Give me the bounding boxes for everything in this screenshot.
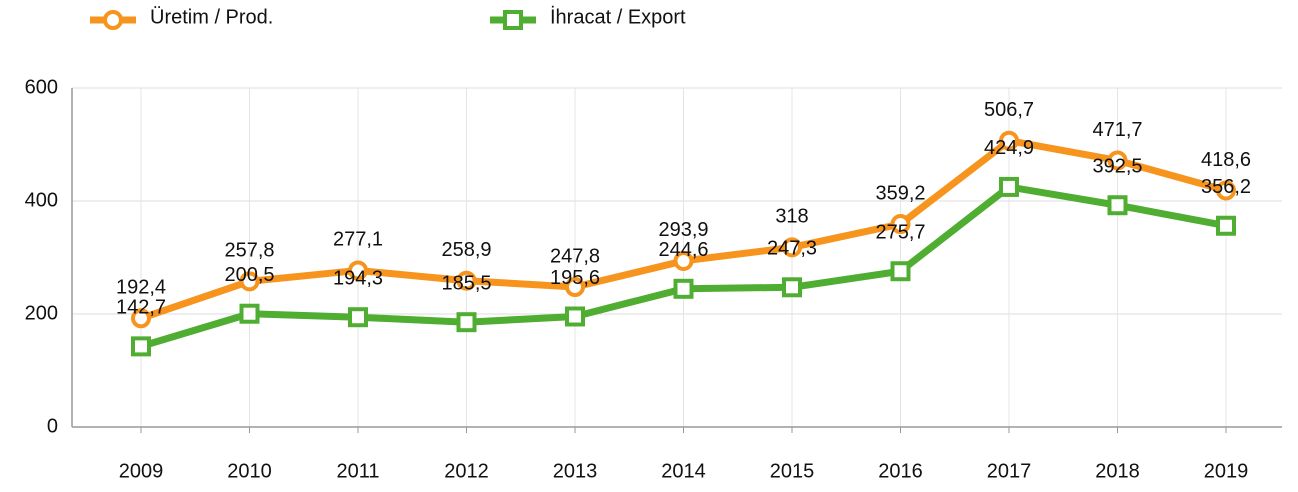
x-tick-label: 2011 (336, 460, 379, 482)
point-marker (1216, 180, 1236, 201)
x-tick-label: 2009 (119, 460, 164, 482)
point-marker (673, 250, 694, 271)
data-label: 424,9 (984, 137, 1034, 159)
data-label: 244,6 (658, 239, 708, 261)
data-label: 200,5 (224, 264, 274, 286)
point-marker (239, 271, 260, 292)
point-marker (131, 308, 151, 329)
legend-marker (103, 10, 123, 30)
x-tick-label: 2015 (770, 460, 815, 482)
data-label: 471,7 (1092, 119, 1142, 141)
data-label: 258,9 (441, 239, 491, 261)
x-tick-label: 2016 (878, 460, 923, 482)
y-tick-label: 0 (47, 415, 58, 437)
data-label: 247,8 (550, 245, 600, 267)
y-tick-label: 600 (25, 76, 58, 98)
data-label: 194,3 (333, 268, 383, 290)
point-marker (348, 307, 368, 328)
legend-label: Üretim / Prod. (150, 6, 273, 28)
point-marker (456, 312, 477, 333)
point-marker (1107, 150, 1128, 171)
data-label: 247,3 (767, 238, 817, 260)
point-marker (348, 260, 368, 281)
x-tick-label: 2013 (553, 460, 598, 482)
point-marker (131, 336, 151, 357)
data-label: 359,2 (875, 182, 925, 204)
legend-marker (503, 10, 523, 30)
point-marker (999, 176, 1019, 197)
data-label: 142,7 (116, 297, 166, 319)
x-tick-label: 2018 (1095, 460, 1140, 482)
point-marker (565, 276, 585, 297)
data-label: 257,8 (224, 240, 274, 262)
data-label: 275,7 (875, 222, 925, 244)
data-label: 356,2 (1201, 176, 1251, 198)
x-tick-label: 2019 (1204, 460, 1249, 482)
y-tick-label: 400 (25, 189, 58, 211)
data-label: 392,5 (1092, 156, 1142, 178)
x-tick-label: 2010 (227, 460, 272, 482)
point-marker (673, 278, 694, 299)
data-label: 418,6 (1201, 149, 1251, 171)
point-marker (999, 130, 1019, 151)
y-tick-label: 200 (25, 302, 58, 324)
data-label: 293,9 (658, 219, 708, 241)
x-tick-label: 2014 (661, 460, 706, 482)
point-marker (890, 214, 911, 235)
point-marker (890, 261, 911, 282)
point-marker (1107, 195, 1128, 216)
legend-label: İhracat / Export (550, 5, 686, 28)
point-marker (1216, 215, 1236, 236)
point-marker (456, 270, 477, 291)
x-tick-label: 2012 (444, 460, 489, 482)
data-label: 506,7 (984, 99, 1034, 121)
x-tick-label: 2017 (987, 460, 1032, 482)
point-marker (239, 303, 260, 324)
data-label: 318 (775, 206, 808, 228)
data-label: 192,4 (116, 277, 166, 299)
data-label: 185,5 (441, 272, 491, 294)
point-marker (782, 277, 802, 298)
point-marker (565, 306, 585, 327)
data-label: 195,6 (550, 267, 600, 289)
point-marker (782, 237, 802, 258)
data-label: 277,1 (333, 229, 383, 251)
